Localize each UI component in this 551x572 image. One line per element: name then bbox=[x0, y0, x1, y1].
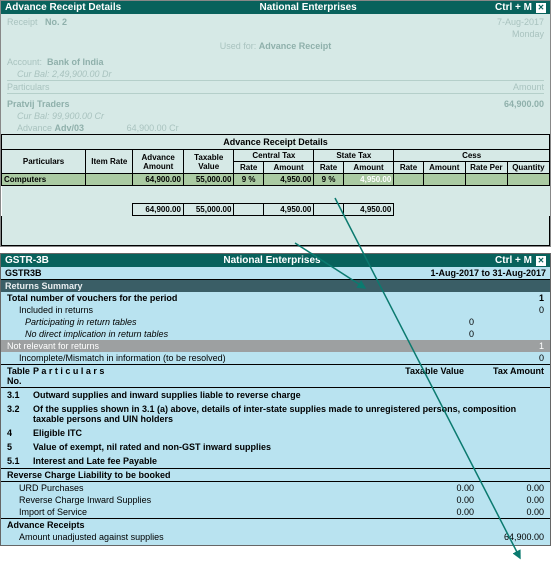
close-icon[interactable]: ✕ bbox=[536, 256, 546, 266]
particulars-row[interactable]: 4Eligible ITC bbox=[1, 426, 550, 440]
reverse-row: Reverse Charge Inward Supplies0.000.00 bbox=[1, 494, 550, 506]
titlebar-1: Advance Receipt Details National Enterpr… bbox=[1, 1, 550, 14]
advance-receipts-row: Advance Receipts bbox=[1, 518, 550, 531]
spacer bbox=[1, 216, 550, 246]
sub-title-row: GSTR3B 1-Aug-2017 to 31-Aug-2017 bbox=[1, 267, 550, 280]
returns-summary-bar: Returns Summary bbox=[1, 280, 550, 292]
title-left: Advance Receipt Details bbox=[5, 2, 121, 13]
advance-receipt-window: Advance Receipt Details National Enterpr… bbox=[0, 0, 551, 247]
reverse-charge-header: Reverse Charge Liability to be booked bbox=[1, 468, 550, 482]
title-right: Ctrl + M✕ bbox=[495, 2, 546, 13]
gstr3b-window: GSTR-3B National Enterprises Ctrl + M✕ G… bbox=[0, 253, 551, 546]
particulars-row[interactable]: 5.1Interest and Late fee Payable bbox=[1, 454, 550, 468]
table-row: Computers 64,900.00 55,000.00 9 % 4,950.… bbox=[2, 174, 550, 186]
particulars-row[interactable]: 5Value of exempt, nil rated and non-GST … bbox=[1, 440, 550, 454]
close-icon[interactable]: ✕ bbox=[536, 3, 546, 13]
not-relevant-row: Not relevant for returns1 bbox=[1, 340, 550, 352]
advance-amount: 64,900.00 bbox=[474, 532, 544, 542]
reverse-row: URD Purchases0.000.00 bbox=[1, 482, 550, 494]
detail-section-header: Advance Receipt Details bbox=[1, 134, 550, 149]
titlebar-2: GSTR-3B National Enterprises Ctrl + M✕ bbox=[1, 254, 550, 267]
particulars-row[interactable]: 3.1Outward supplies and inward supplies … bbox=[1, 388, 550, 402]
particulars-header: Table No. P a r t i c u l a r s Taxable … bbox=[1, 364, 550, 388]
detail-table: Particulars Item Rate Advance Amount Tax… bbox=[1, 149, 550, 216]
totals-row: 64,900.00 55,000.00 4,950.00 4,950.00 bbox=[2, 204, 550, 216]
reverse-row: Import of Service0.000.00 bbox=[1, 506, 550, 518]
voucher-faded-area: Receipt No. 27-Aug-2017 Monday Used for:… bbox=[1, 14, 550, 134]
highlighted-cell: 4,950.00 bbox=[343, 174, 393, 186]
particulars-row[interactable]: 3.2Of the supplies shown in 3.1 (a) abov… bbox=[1, 402, 550, 426]
title-center: National Enterprises bbox=[121, 2, 495, 13]
